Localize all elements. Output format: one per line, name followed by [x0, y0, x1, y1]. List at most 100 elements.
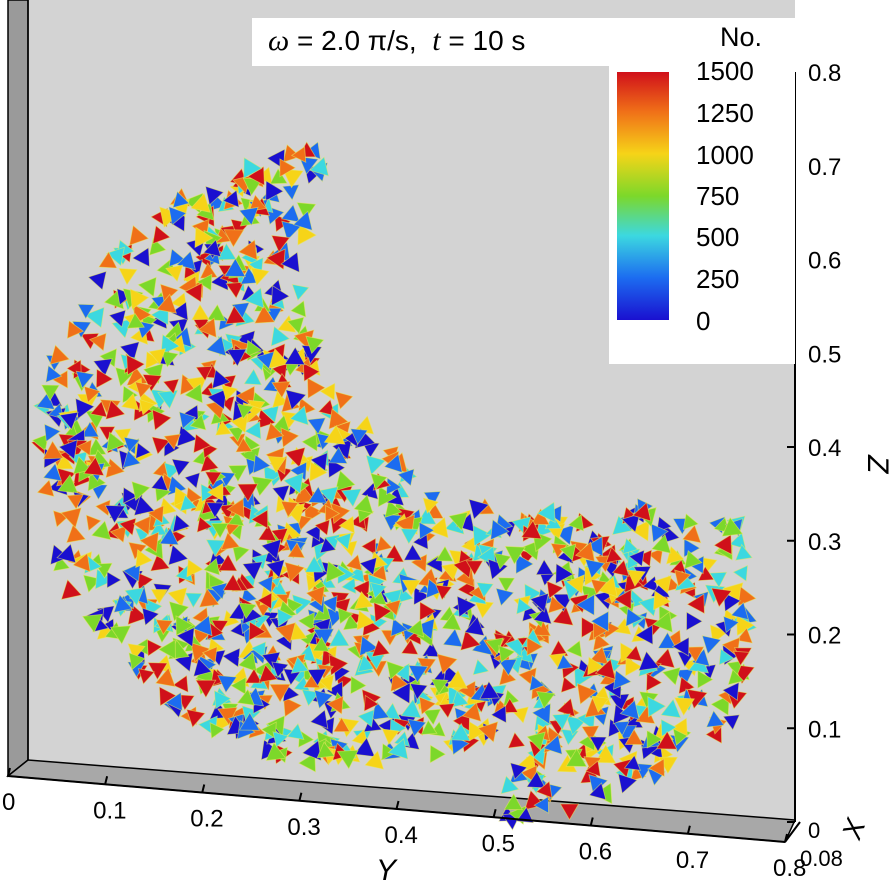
particle — [168, 601, 190, 622]
particle — [52, 554, 71, 572]
particle — [279, 158, 297, 178]
particle — [328, 446, 348, 464]
particle — [202, 557, 221, 576]
particle — [324, 504, 341, 523]
particle — [297, 612, 315, 632]
particle — [584, 558, 606, 579]
particle — [359, 556, 378, 576]
particle — [301, 739, 322, 762]
particle — [55, 453, 74, 470]
particle — [461, 701, 482, 722]
z-tick-label: 0.5 — [808, 341, 841, 368]
z-tick-label: 0.6 — [808, 248, 841, 275]
particle — [289, 405, 309, 426]
particle — [421, 641, 441, 658]
particle — [660, 718, 677, 738]
z-axis-label: Z — [861, 454, 889, 475]
particle — [674, 569, 692, 587]
particle — [555, 563, 574, 585]
particle — [353, 494, 374, 514]
particle — [681, 524, 702, 544]
particle — [626, 569, 647, 587]
particle — [581, 725, 600, 742]
particle — [272, 731, 289, 748]
y-tick-mark — [589, 817, 594, 826]
particle — [221, 384, 239, 402]
particle — [271, 661, 289, 679]
particle — [585, 760, 601, 778]
particle — [271, 235, 291, 253]
particle — [184, 472, 201, 489]
particle — [158, 639, 176, 660]
particle — [345, 553, 363, 572]
particle — [364, 750, 385, 770]
particle — [605, 546, 623, 564]
particle — [304, 523, 321, 542]
particle — [150, 474, 169, 492]
particle — [418, 521, 435, 540]
particle — [225, 305, 247, 325]
particle — [149, 552, 171, 572]
y-tick-label: 0.2 — [190, 806, 223, 833]
particle — [200, 453, 220, 473]
particle — [625, 607, 644, 627]
y-tick-label: 0.3 — [287, 814, 320, 841]
particle — [674, 697, 696, 717]
particle — [655, 730, 678, 750]
particle — [66, 494, 84, 510]
particle — [189, 413, 207, 431]
particle — [290, 145, 307, 163]
particle — [710, 587, 733, 608]
particle — [340, 577, 357, 595]
particle — [283, 696, 303, 718]
z-tick-label: 0.7 — [808, 154, 841, 181]
particle — [705, 710, 725, 728]
particle — [137, 276, 157, 298]
particle — [267, 455, 287, 474]
particle — [476, 582, 494, 599]
particle — [468, 721, 487, 742]
y-tick-label: 0.1 — [93, 797, 126, 824]
particle — [211, 369, 231, 390]
particle — [254, 304, 276, 324]
particle — [531, 702, 551, 725]
particle — [280, 427, 300, 448]
particle — [147, 662, 168, 681]
particle — [87, 270, 107, 291]
particle — [646, 730, 663, 749]
particle — [222, 573, 243, 592]
particle — [630, 519, 650, 542]
particle — [178, 411, 197, 430]
particle — [164, 691, 183, 712]
particle — [542, 734, 563, 755]
particle — [83, 456, 105, 476]
particle — [248, 621, 267, 641]
y-tick-mark — [492, 809, 497, 818]
particle — [58, 439, 78, 460]
particle — [151, 436, 171, 455]
particle — [634, 624, 654, 646]
particle — [77, 303, 96, 320]
particle — [526, 770, 546, 789]
particle — [241, 561, 264, 581]
particle — [559, 803, 580, 821]
particle — [83, 385, 101, 404]
particle — [31, 433, 49, 452]
particle — [162, 378, 180, 395]
particle — [204, 471, 223, 487]
particle — [298, 752, 316, 773]
y-tick-mark — [7, 767, 11, 777]
particle — [133, 495, 155, 516]
particle — [227, 426, 245, 443]
particle — [59, 411, 79, 431]
particle — [535, 780, 553, 799]
particle — [490, 519, 510, 541]
particle — [628, 549, 645, 568]
particle — [560, 676, 577, 694]
particle — [250, 641, 267, 659]
z-tick-label: 0.3 — [808, 529, 841, 556]
particle — [450, 690, 470, 708]
particle — [206, 388, 227, 410]
particle — [547, 595, 566, 614]
particle — [312, 628, 335, 648]
